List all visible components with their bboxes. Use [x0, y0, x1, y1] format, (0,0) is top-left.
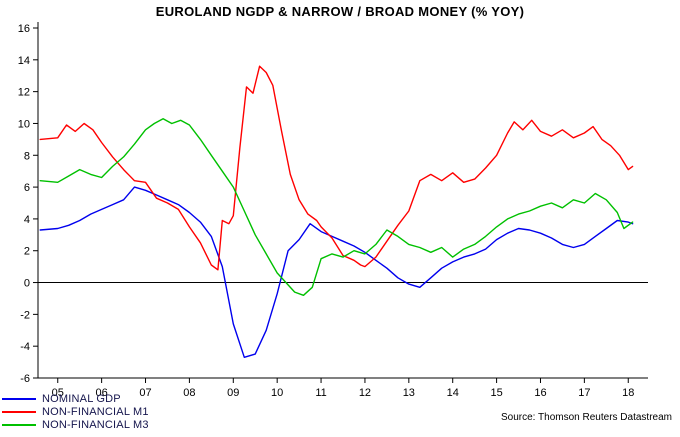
svg-text:0: 0	[24, 278, 30, 290]
svg-text:08: 08	[183, 387, 195, 399]
legend-line-non-financial-m3	[2, 423, 36, 426]
legend-item: NOMINAL GDP	[2, 392, 149, 405]
svg-text:05: 05	[52, 387, 64, 399]
svg-text:15: 15	[490, 387, 502, 399]
legend-label-non-financial-m1: NON-FINANCIAL M1	[42, 405, 149, 418]
svg-text:07: 07	[139, 387, 151, 399]
svg-text:13: 13	[403, 387, 415, 399]
chart-title: EUROLAND NGDP & NARROW / BROAD MONEY (% …	[155, 4, 525, 19]
svg-text:-4: -4	[20, 341, 30, 353]
svg-text:10: 10	[18, 118, 30, 130]
svg-text:16: 16	[18, 23, 30, 35]
svg-text:16: 16	[534, 387, 546, 399]
source-attribution: Source: Thomson Reuters Datastream	[500, 412, 672, 423]
legend-label-non-financial-m3: NON-FINANCIAL M3	[42, 418, 149, 431]
svg-text:12: 12	[359, 387, 371, 399]
svg-text:10: 10	[271, 387, 283, 399]
svg-text:8: 8	[24, 150, 30, 162]
svg-text:14: 14	[447, 387, 459, 399]
legend-item: NON-FINANCIAL M3	[2, 418, 149, 431]
svg-text:-6: -6	[20, 373, 30, 385]
svg-text:2: 2	[24, 246, 30, 258]
svg-text:-2: -2	[20, 309, 30, 321]
legend-item: NON-FINANCIAL M1	[2, 405, 149, 418]
chart-legend: NOMINAL GDP NON-FINANCIAL M1 NON-FINANCI…	[2, 392, 149, 431]
svg-text:14: 14	[18, 55, 30, 67]
legend-line-nominal-gdp	[2, 397, 36, 400]
svg-text:6: 6	[24, 182, 30, 194]
svg-text:12: 12	[18, 87, 30, 99]
svg-text:4: 4	[24, 214, 30, 226]
svg-text:18: 18	[622, 387, 634, 399]
legend-line-non-financial-m1	[2, 410, 36, 413]
svg-text:09: 09	[227, 387, 239, 399]
svg-text:11: 11	[315, 387, 326, 399]
legend-label-nominal-gdp: NOMINAL GDP	[42, 392, 121, 405]
svg-text:06: 06	[96, 387, 108, 399]
svg-text:17: 17	[578, 387, 590, 399]
